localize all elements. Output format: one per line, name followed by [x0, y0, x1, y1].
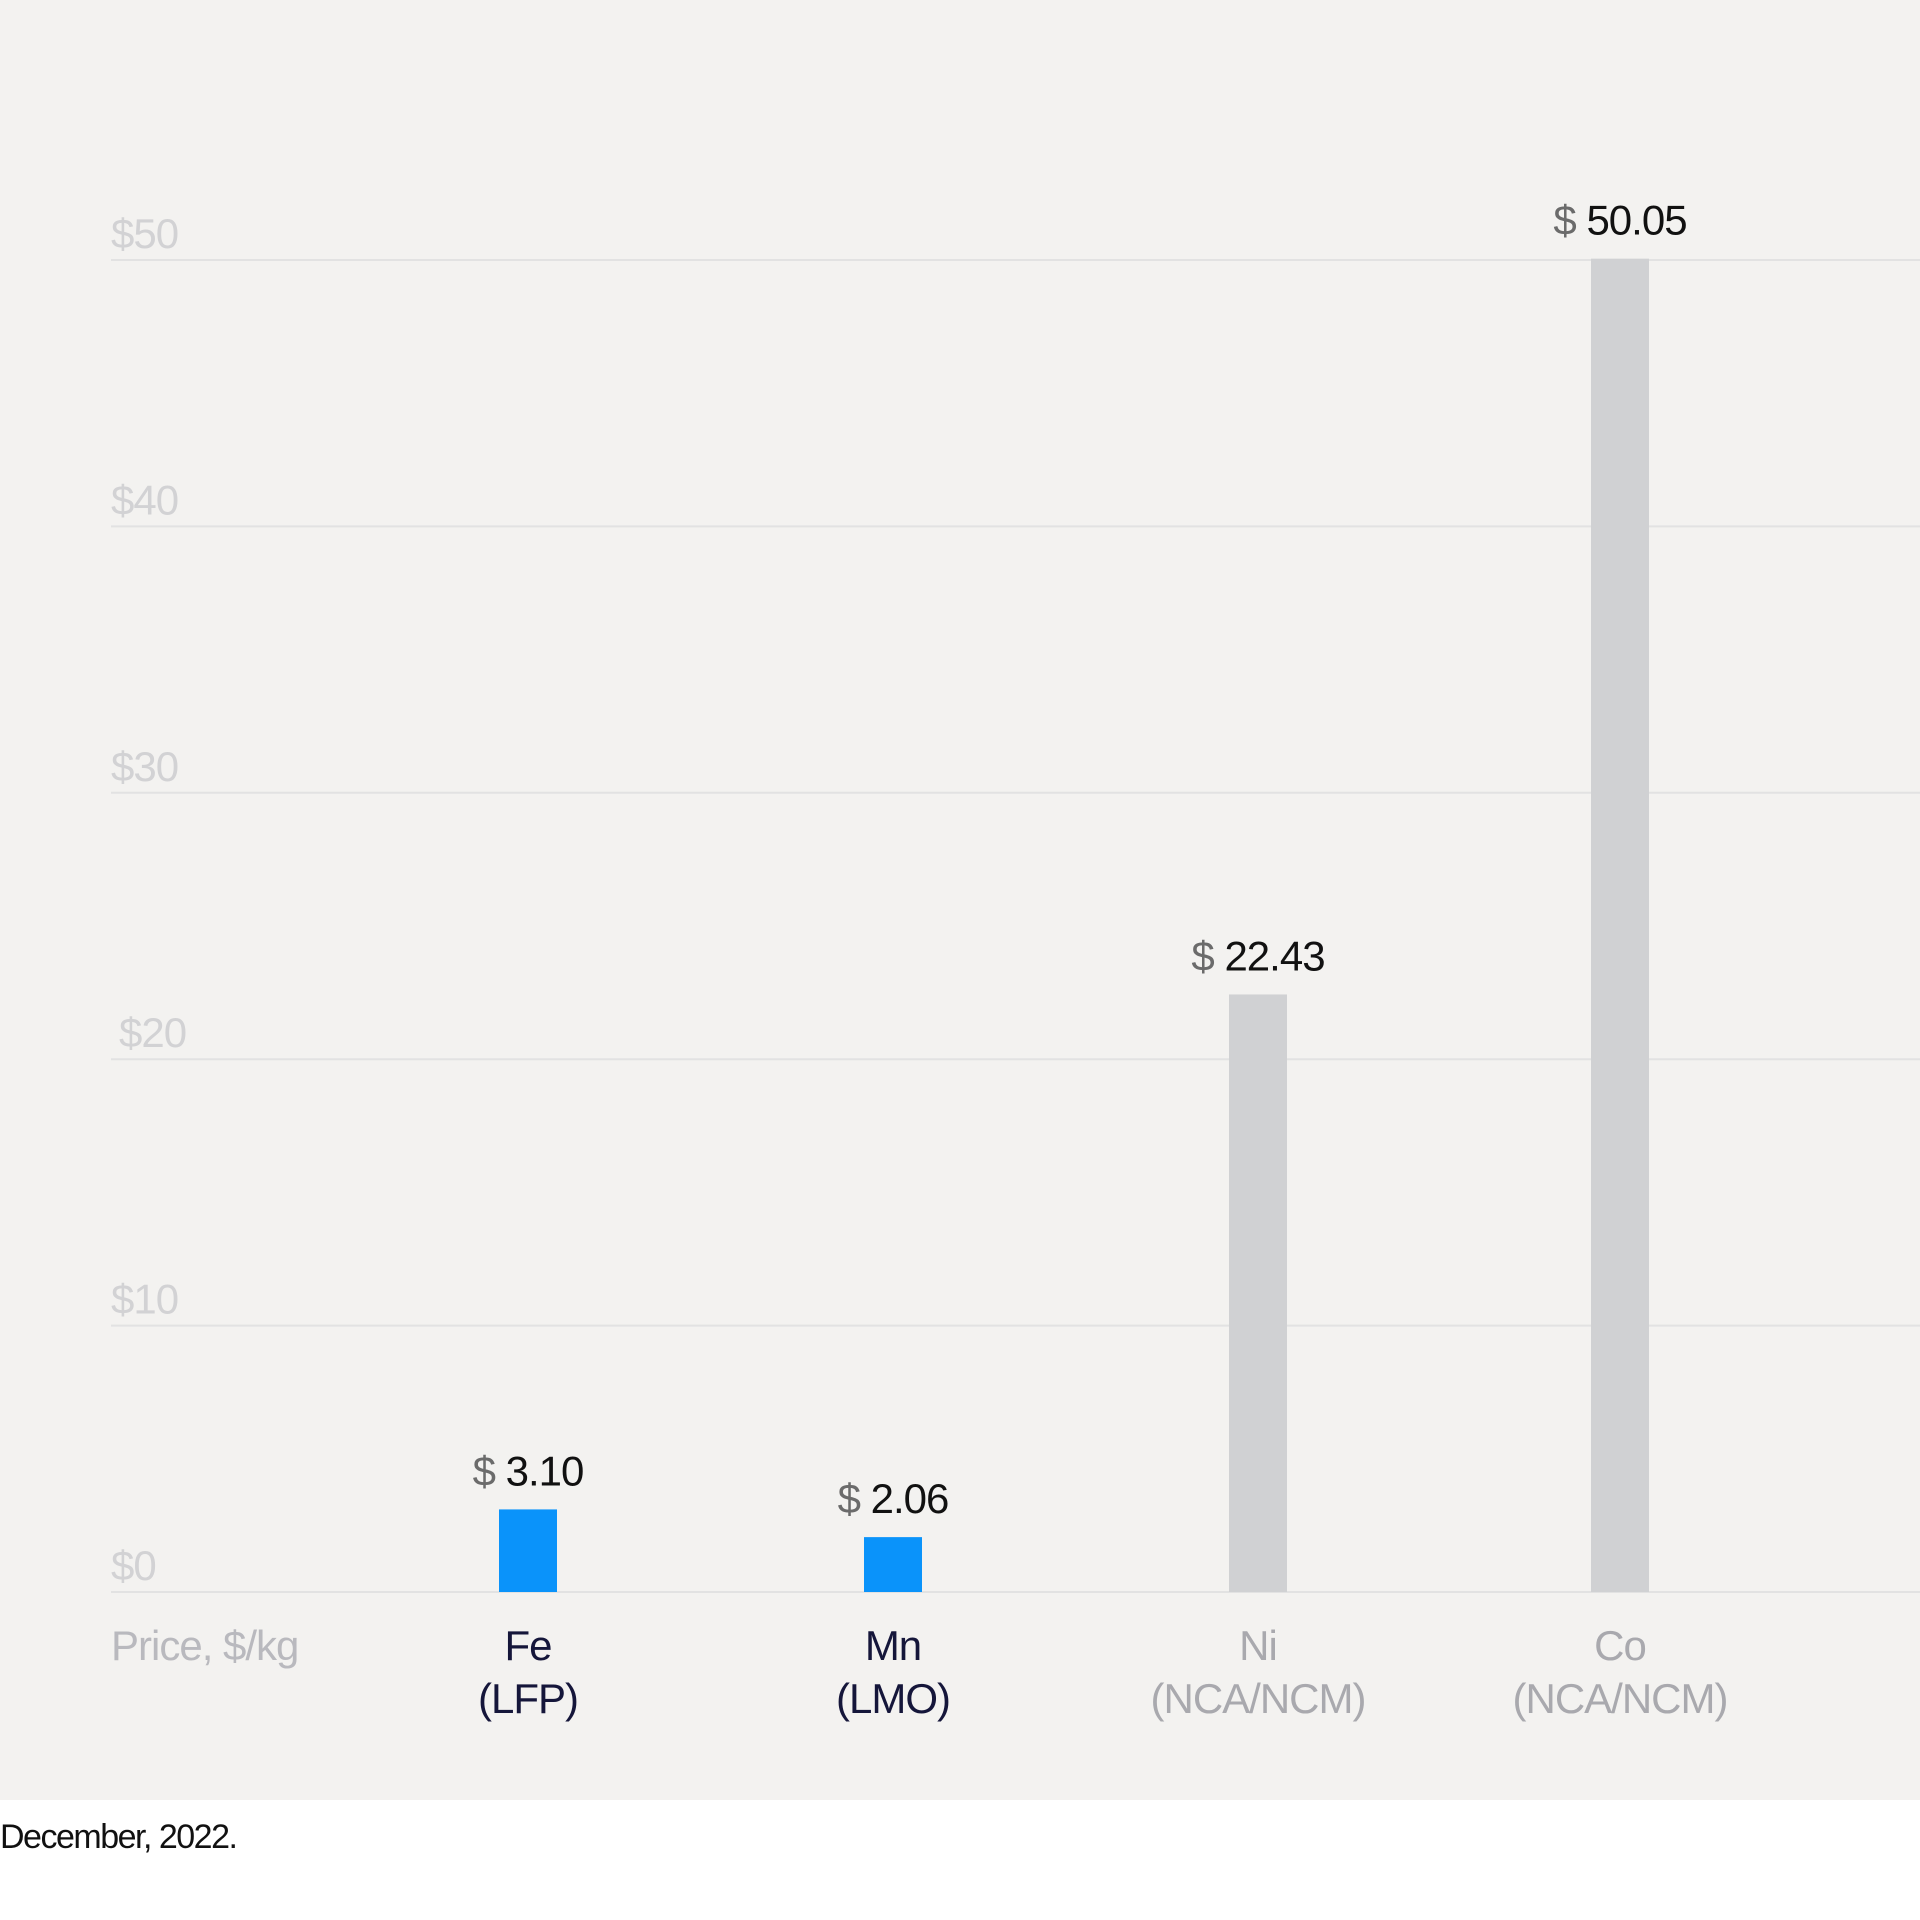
- bar: [864, 1537, 922, 1592]
- chart-panel: $0 $10 $20 $30 $40 $50 Price, $/kg $ 3.10 Fe (LFP…: [0, 0, 1920, 1800]
- y-tick-label: $20: [119, 1009, 186, 1056]
- value-label: $ 50.05: [1553, 197, 1686, 244]
- value-label: $ 2.06: [838, 1475, 949, 1522]
- bar: [1229, 994, 1287, 1592]
- y-tick-label: $30: [111, 743, 178, 790]
- bar: [1591, 258, 1649, 1593]
- bar: [499, 1509, 557, 1592]
- bar-chart: $0 $10 $20 $30 $40 $50 Price, $/kg $ 3.10 Fe (LFP…: [111, 197, 1920, 1722]
- y-tick-label: $40: [111, 476, 178, 523]
- category-sublabel: (LMO): [836, 1675, 950, 1722]
- value-label: $ 22.43: [1191, 932, 1324, 979]
- y-axis-label: Price, $/kg: [111, 1622, 298, 1669]
- category-sublabel: (NCA/NCM): [1151, 1675, 1366, 1722]
- y-tick-label: $10: [111, 1276, 178, 1323]
- category-sublabel: (LFP): [478, 1675, 578, 1722]
- category-label: Co: [1594, 1622, 1646, 1669]
- category-label: Ni: [1239, 1622, 1277, 1669]
- category-label: Mn: [865, 1622, 921, 1669]
- y-tick-label: $50: [111, 210, 178, 257]
- y-tick-label: $0: [111, 1542, 156, 1589]
- value-label: $ 3.10: [473, 1447, 584, 1494]
- footer-date: December, 2022.: [0, 1818, 238, 1856]
- category-sublabel: (NCA/NCM): [1513, 1675, 1728, 1722]
- category-label: Fe: [504, 1622, 551, 1669]
